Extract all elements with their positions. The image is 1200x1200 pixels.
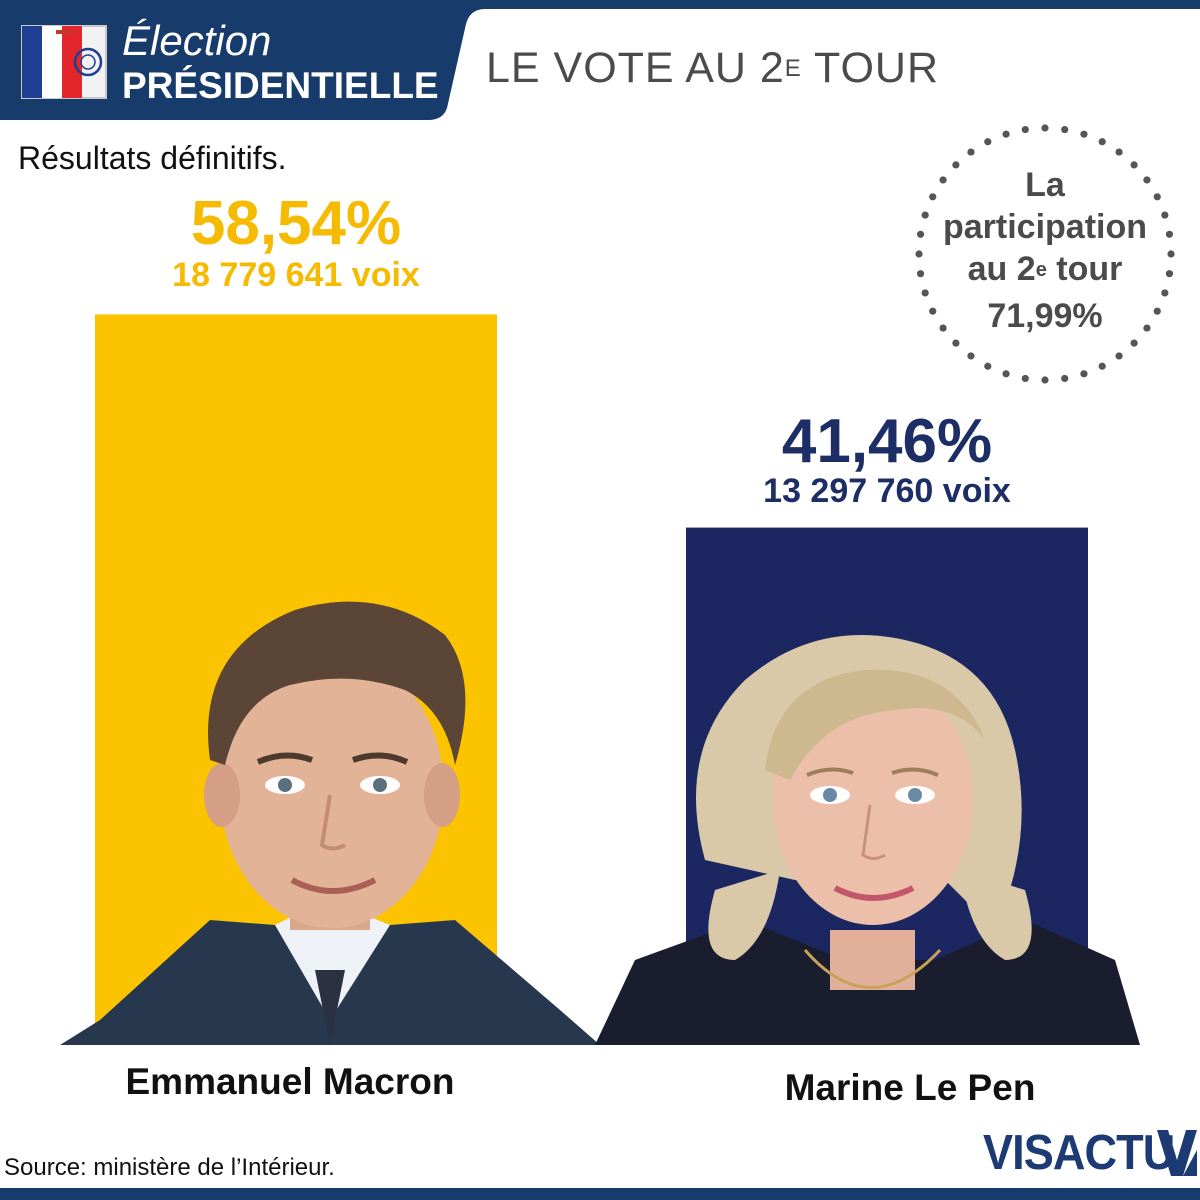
visactu-logo: VISACTU [983, 1126, 1197, 1180]
visactu-logo-text: VISACTU [983, 1126, 1175, 1180]
ring-dot [915, 250, 923, 258]
candidate-name-le-pen: Marine Le Pen [784, 1067, 1036, 1108]
ring-dot [1153, 193, 1161, 201]
candidate-photo-le-pen [595, 635, 1140, 1045]
page-title-superscript: E [784, 55, 802, 82]
page-title: LE VOTE AU 2E TOUR [486, 42, 939, 101]
ring-dot [1080, 370, 1088, 378]
participation-badge: La participation au 2e tour 71,99% [905, 120, 1185, 400]
ring-dot [1041, 376, 1049, 384]
chart-subtitle: Résultats définitifs. [18, 140, 287, 176]
ring-dot [1080, 130, 1088, 138]
ring-dot [1161, 211, 1169, 219]
participation-value: 71,99% [987, 297, 1103, 335]
page-title-main: LE VOTE AU 2 [486, 44, 785, 92]
bar-value-label-macron: 58,54% [190, 189, 402, 258]
ring-dot [1153, 307, 1161, 315]
ring-dot [929, 193, 937, 201]
ring-dot [921, 289, 929, 297]
ring-dot [939, 324, 947, 332]
ring-dot [1143, 324, 1151, 332]
ring-dot [1165, 230, 1174, 238]
ring-dot [1167, 250, 1175, 258]
ring-dot [1130, 339, 1138, 347]
ring-dot [952, 161, 960, 169]
ring-dot [1061, 125, 1069, 134]
bar-votes-label-le-pen: 13 297 760 voix [763, 472, 1011, 510]
ring-dot [1143, 176, 1151, 184]
ring-dot [1061, 374, 1069, 383]
ring-dot [1115, 352, 1123, 360]
ring-dot [1002, 370, 1010, 378]
ring-dot [929, 307, 937, 315]
ring-dot [916, 230, 925, 238]
ring-dot [1002, 130, 1010, 138]
ring-dot [1021, 374, 1029, 383]
visactu-logo-mark-icon [1157, 1130, 1197, 1176]
participation-line-3-a: au 2 [967, 250, 1036, 288]
footer-bottom-rule [0, 1188, 1200, 1200]
ring-dot [921, 211, 929, 219]
ring-dot [1098, 138, 1106, 146]
participation-line-1: La [1025, 166, 1065, 204]
ring-dot [1165, 270, 1174, 278]
ring-dot [984, 362, 992, 370]
page-title-end: TOUR [801, 44, 940, 92]
participation-dotted-ring [915, 124, 1175, 384]
brand-presidentielle-label: PRÉSIDENTIELLE [122, 65, 439, 106]
participation-line-3-sup: e [1035, 259, 1047, 281]
candidate-name-macron: Emmanuel Macron [125, 1061, 455, 1102]
source-note: Source: ministère de l’Intérieur. [4, 1154, 335, 1181]
participation-line-2: participation [942, 208, 1148, 246]
ring-dot [939, 176, 947, 184]
ring-dot [1115, 148, 1123, 156]
ring-dot [952, 339, 960, 347]
brand-election-label: Élection [122, 17, 272, 64]
ring-dot [967, 352, 975, 360]
participation-line-3: au 2e tour [905, 248, 1185, 295]
ring-dot [916, 270, 925, 278]
ring-dot [1041, 124, 1049, 132]
ring-dot [1021, 125, 1029, 134]
ring-dot [1098, 362, 1106, 370]
ring-dot [1161, 289, 1169, 297]
ring-dot [984, 138, 992, 146]
bar-value-label-le-pen: 41,46% [781, 407, 993, 476]
ring-dot [967, 148, 975, 156]
header-banner [0, 0, 1200, 120]
candidate-photo-macron [60, 601, 600, 1045]
participation-text: La participation au 2e tour 71,99% [905, 164, 1185, 337]
bar-votes-label-macron: 18 779 641 voix [172, 256, 420, 294]
ballot-box-flag-icon [21, 25, 107, 99]
participation-line-3-b: tour [1046, 250, 1123, 288]
ring-dot [1130, 161, 1138, 169]
